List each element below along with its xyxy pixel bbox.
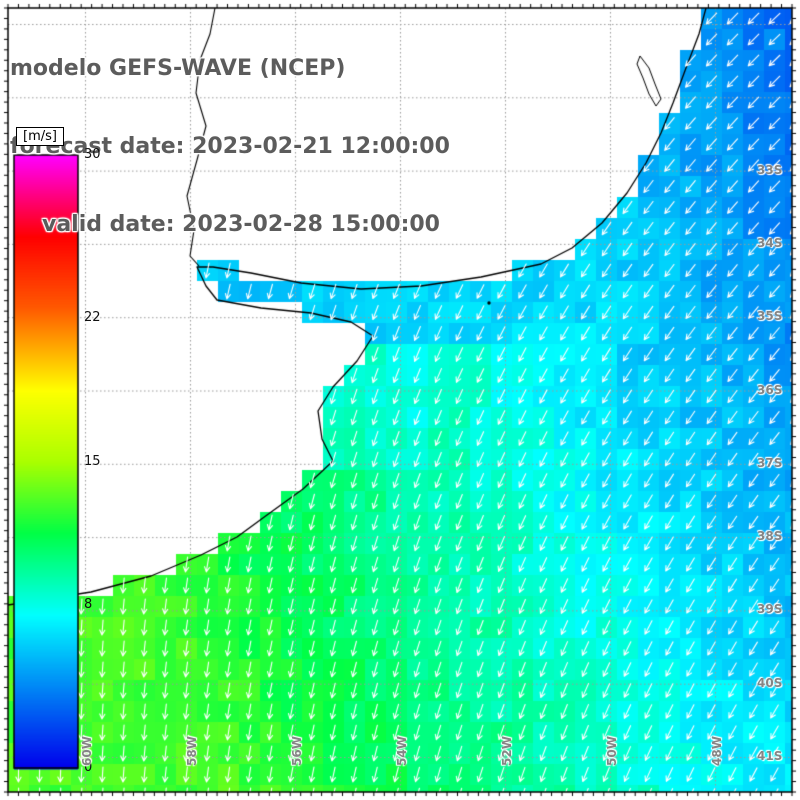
colorbar-unit-label: [m/s]	[16, 127, 64, 146]
lat-label: 34S	[757, 235, 783, 250]
colorbar-tick-label: 0	[84, 760, 93, 775]
lon-label: 52W	[500, 736, 514, 766]
lat-label: 37S	[757, 455, 783, 470]
model-title: modelo GEFS-WAVE (NCEP)	[10, 56, 346, 81]
lon-label: 54W	[395, 736, 409, 766]
lon-label: 58W	[185, 736, 199, 766]
lon-label: 60W	[80, 736, 94, 766]
lat-label: 33S	[757, 162, 783, 177]
lon-label: 48W	[710, 736, 724, 766]
lon-label: 56W	[290, 736, 304, 766]
colorbar-tick-label: 22	[84, 310, 101, 326]
title-block: modelo GEFS-WAVE (NCEP) forecast date: 2…	[10, 4, 450, 290]
lat-label: 41S	[757, 749, 783, 763]
lat-label: 38S	[757, 529, 783, 544]
colorbar-tick-label: 30	[84, 147, 101, 162]
forecast-date-label: forecast date: 2023-02-21 12:00:00	[10, 134, 450, 159]
valid-date-label: valid date: 2023-02-28 15:00:00	[42, 212, 440, 237]
lon-label: 50W	[605, 736, 619, 766]
colorbar-tick-label: 8	[84, 596, 93, 612]
lat-label: 36S	[757, 382, 783, 397]
lat-label: 39S	[757, 602, 783, 617]
colorbar-tick-label: 15	[84, 453, 101, 469]
lat-label: 35S	[757, 309, 783, 324]
lat-label: 40S	[757, 675, 783, 690]
